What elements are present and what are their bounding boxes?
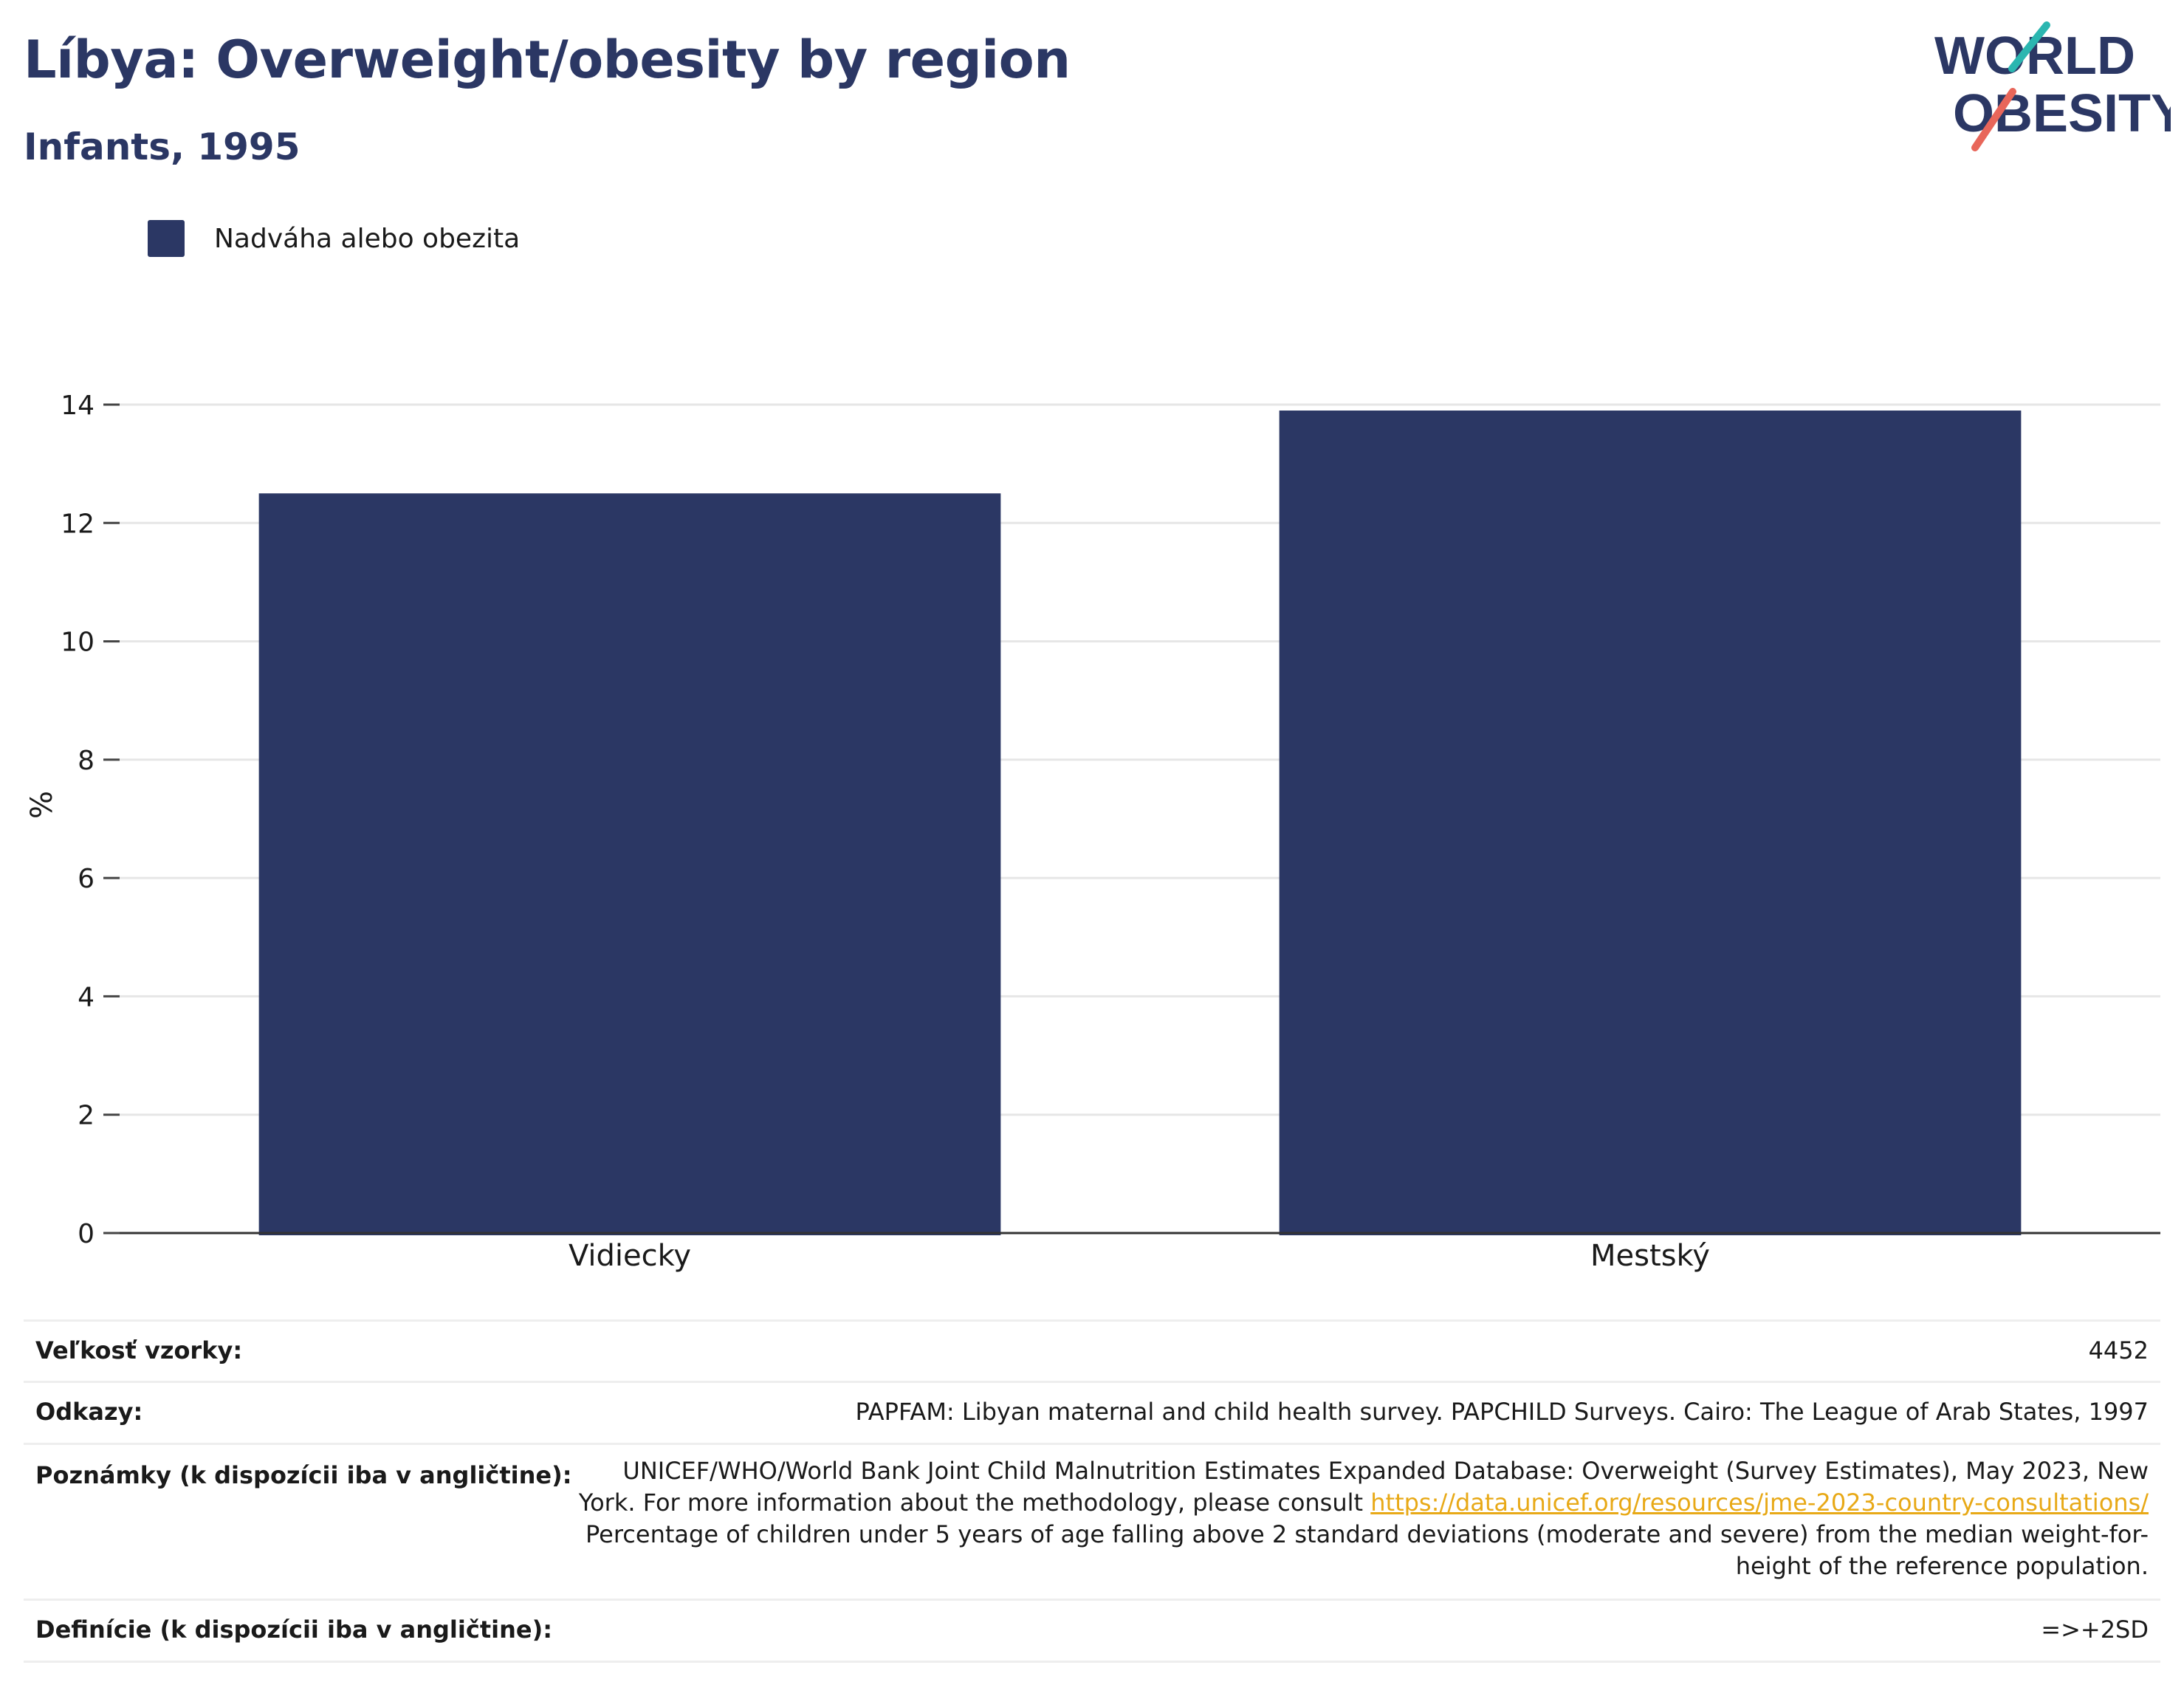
y-tick-label: 8 [78,746,95,776]
y-tick-label: 14 [61,391,95,421]
meta-row-notes: Poznámky (k dispozícii iba v angličtine)… [24,1445,2160,1601]
notes-line4: height of the reference population. [1735,1552,2149,1580]
bar [258,493,1001,1235]
notes-value: UNICEF/WHO/World Bank Joint Child Malnut… [24,1445,2160,1582]
page-title: Líbya: Overweight/obesity by region [24,30,1071,90]
y-tick-label: 2 [78,1101,95,1131]
notes-line2: York. For more information about the met… [24,1487,2149,1519]
bar [1279,411,2022,1235]
y-tick-label: 0 [78,1219,95,1249]
legend: Nadváha alebo obezita [148,220,520,257]
notes-line3: Percentage of children under 5 years of … [586,1520,2149,1548]
legend-label: Nadváha alebo obezita [214,223,521,254]
references-label: Odkazy: [35,1398,143,1426]
x-tick-label: Mestský [1590,1239,1710,1273]
definitions-label: Definície (k dispozícii iba v angličtine… [35,1616,552,1644]
meta-row-sample-size: Veľkosť vzorky: 4452 [24,1322,2160,1383]
y-tick-label: 4 [78,982,95,1012]
notes-link[interactable]: https://data.unicef.org/resources/jme-20… [1370,1489,2149,1517]
notes-line1: UNICEF/WHO/World Bank Joint Child Malnut… [622,1457,2149,1485]
sample-size-label: Veľkosť vzorky: [35,1336,243,1364]
meta-row-definitions: Definície (k dispozícii iba v angličtine… [24,1601,2160,1663]
logo-line2: OBESITY [1953,84,2171,143]
y-axis-label: % [25,791,59,819]
page-subtitle: Infants, 1995 [24,126,301,168]
world-obesity-logo: WORLD OBESITY [1934,21,2171,151]
references-value: PAPFAM: Libyan maternal and child health… [855,1398,2149,1426]
legend-swatch [148,220,185,257]
meta-row-references: Odkazy: PAPFAM: Libyan maternal and chil… [24,1383,2160,1445]
x-tick-label: Vidiecky [569,1239,691,1273]
y-tick-label: 10 [61,628,95,658]
definitions-value: =>+2SD [2041,1616,2149,1644]
bar-chart: 0 2 4 6 8 10 12 14 Vidiecky Mestský% [25,391,2160,1273]
notes-line2-text: York. For more information about the met… [578,1489,1364,1517]
y-tick-label: 12 [61,509,95,539]
notes-label: Poznámky (k dispozícii iba v angličtine)… [35,1461,572,1489]
y-tick-label: 6 [78,864,95,894]
metadata-table: Veľkosť vzorky: 4452 Odkazy: PAPFAM: Lib… [24,1319,2160,1663]
sample-size-value: 4452 [2088,1336,2149,1364]
